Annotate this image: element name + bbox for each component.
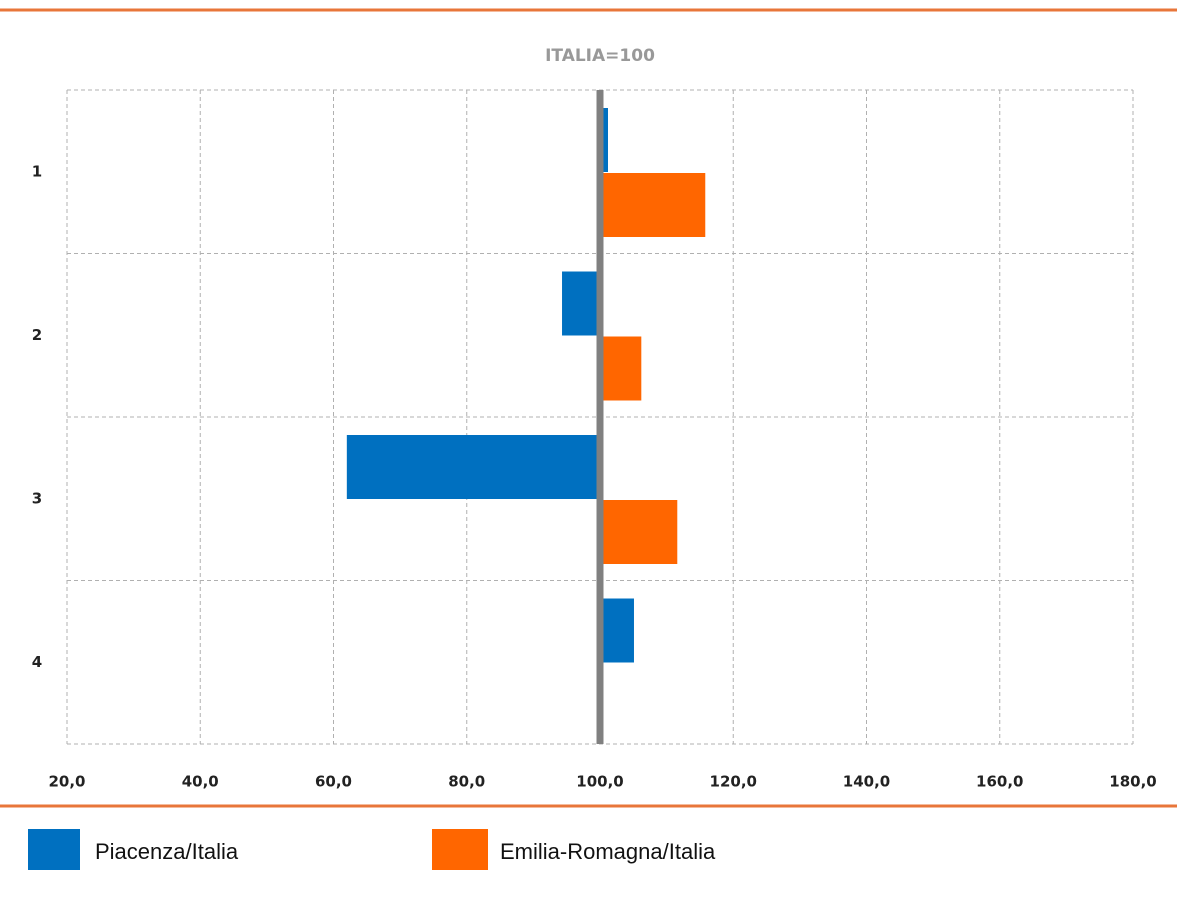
legend-swatch <box>28 829 80 870</box>
x-tick-label: 140,0 <box>843 773 890 791</box>
x-tick-label: 80,0 <box>448 773 485 791</box>
x-tick-label: 20,0 <box>48 773 85 791</box>
chart-title: ITALIA=100 <box>545 46 655 66</box>
y-tick-label: 2 <box>32 326 42 344</box>
bar <box>600 500 678 564</box>
x-tick-label: 40,0 <box>182 773 219 791</box>
legend-label: Emilia-Romagna/Italia <box>500 839 716 864</box>
y-tick-label: 3 <box>32 489 42 507</box>
x-tick-label: 100,0 <box>576 773 623 791</box>
x-tick-label: 120,0 <box>710 773 757 791</box>
legend-label: Piacenza/Italia <box>95 839 239 864</box>
legend-swatch <box>432 829 488 870</box>
x-tick-label: 60,0 <box>315 773 352 791</box>
x-tick-label: 160,0 <box>976 773 1023 791</box>
y-tick-label: 4 <box>32 653 42 671</box>
bar <box>600 173 706 237</box>
bar <box>562 271 600 336</box>
bar <box>600 336 642 401</box>
bar <box>346 435 600 499</box>
y-tick-label: 1 <box>32 162 42 180</box>
x-tick-label: 180,0 <box>1109 773 1156 791</box>
bar <box>600 598 634 663</box>
bar <box>600 108 608 172</box>
